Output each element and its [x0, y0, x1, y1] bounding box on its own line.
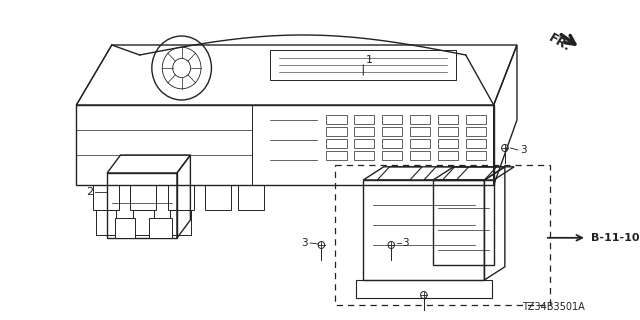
- Polygon shape: [115, 218, 135, 238]
- Text: 2: 2: [86, 187, 93, 197]
- Text: 3: 3: [301, 238, 307, 248]
- Text: 1: 1: [366, 55, 373, 65]
- Text: 3: 3: [403, 238, 409, 248]
- Text: 3: 3: [520, 145, 526, 155]
- Text: B-11-10: B-11-10: [591, 233, 639, 243]
- Text: FR.: FR.: [547, 31, 573, 54]
- Text: TZ34B3501A: TZ34B3501A: [522, 302, 584, 312]
- Polygon shape: [149, 218, 172, 238]
